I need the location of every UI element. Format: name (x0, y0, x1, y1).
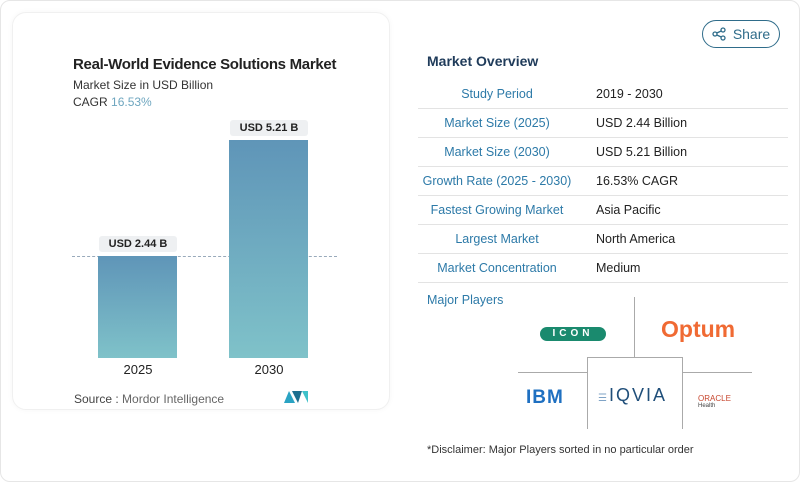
row-value: 2019 - 2030 (596, 87, 663, 101)
cagr-value: 16.53% (111, 95, 152, 109)
chart-title: Real-World Evidence Solutions Market (73, 56, 337, 73)
iqvia-text: IQVIA (608, 385, 667, 405)
oracle-logo: ORACLE Health (698, 394, 731, 409)
icon-logo: ICON (540, 327, 606, 341)
row-value: North America (596, 232, 676, 246)
share-label: Share (732, 26, 771, 42)
overview-row: Growth Rate (2025 - 2030) 16.53% CAGR (418, 167, 788, 196)
row-label: Study Period (461, 87, 533, 101)
share-button[interactable]: Share (702, 20, 780, 48)
row-value: USD 5.21 Billion (596, 145, 688, 159)
overview-row: Largest Market North America (418, 225, 788, 254)
bar-2030 (229, 140, 308, 358)
oracle-text: ORACLE (698, 394, 731, 403)
divider (518, 372, 588, 373)
center-box (587, 357, 683, 429)
oracle-health-text: Health (698, 403, 716, 409)
data-label: USD 2.44 B (99, 235, 177, 252)
source: Source : Mordor Intelligence (74, 392, 224, 406)
mordor-logo-icon (284, 391, 308, 403)
optum-logo: Optum (661, 316, 736, 342)
x-tick-label: 2025 (123, 362, 153, 377)
overview-row: Study Period 2019 - 2030 (418, 80, 788, 109)
data-label: USD 5.21 B (230, 120, 308, 136)
source-value: Mordor Intelligence (122, 392, 225, 406)
chart-card (12, 12, 390, 410)
row-value: 16.53% CAGR (596, 174, 678, 188)
overview-row: Market Concentration Medium (418, 254, 788, 283)
row-label: Market Concentration (437, 261, 557, 275)
disclaimer: *Disclaimer: Major Players sorted in no … (427, 444, 694, 456)
overview-row: Market Size (2030) USD 5.21 Billion (418, 138, 788, 167)
row-label: Market Size (2025) (444, 116, 550, 130)
x-tick-label: 2030 (254, 362, 284, 377)
row-value: USD 2.44 Billion (596, 116, 688, 130)
row-label: Fastest Growing Market (430, 203, 564, 217)
players-title: Major Players (427, 293, 504, 307)
overview-title: Market Overview (427, 53, 539, 69)
source-label: Source : (74, 392, 119, 406)
row-label: Market Size (2030) (444, 145, 550, 159)
row-label: Growth Rate (2025 - 2030) (422, 174, 572, 188)
row-value: Medium (596, 261, 641, 275)
overview-row: Fastest Growing Market Asia Pacific (418, 196, 788, 225)
ibm-logo: IBM (526, 387, 564, 408)
divider (634, 297, 635, 357)
share-icon (712, 27, 726, 41)
cagr-label: CAGR (73, 95, 108, 109)
cagr: CAGR 16.53% (73, 95, 152, 109)
divider (682, 372, 752, 373)
row-label: Largest Market (455, 232, 539, 246)
bar-2025 (98, 255, 177, 358)
row-value: Asia Pacific (596, 203, 661, 217)
iqvia-logo: ☰IQVIA (598, 385, 667, 405)
overview-row: Market Size (2025) USD 2.44 Billion (418, 109, 788, 138)
reference-line (72, 256, 337, 257)
chart-subtitle: Market Size in USD Billion (73, 78, 214, 92)
